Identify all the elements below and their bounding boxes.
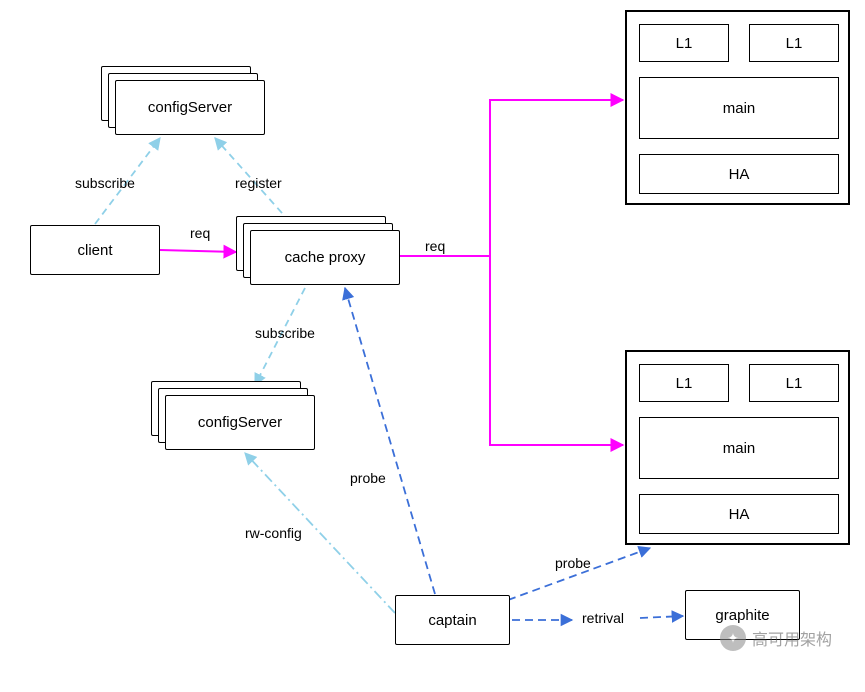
captain-node: captain bbox=[395, 595, 510, 645]
container-bottom-l1b: L1 bbox=[749, 364, 839, 402]
config-server-2: configServer bbox=[165, 395, 315, 450]
container-bottom-l1a-label: L1 bbox=[676, 375, 693, 392]
client-label: client bbox=[77, 242, 112, 259]
container-bottom-ha: HA bbox=[639, 494, 839, 534]
container-top-ha: HA bbox=[639, 154, 839, 194]
watermark: ✦ 高可用架构 bbox=[720, 625, 832, 651]
container-bottom-main: main bbox=[639, 417, 839, 479]
cache-proxy-label: cache proxy bbox=[285, 249, 366, 266]
config-server-1: configServer bbox=[115, 80, 265, 135]
label-retrival: retrival bbox=[582, 610, 624, 626]
label-req-1: req bbox=[190, 225, 210, 241]
cache-proxy-node: cache proxy bbox=[250, 230, 400, 285]
label-probe-2: probe bbox=[555, 555, 591, 571]
config-server-1-label: configServer bbox=[148, 99, 232, 116]
wechat-icon: ✦ bbox=[720, 625, 746, 651]
container-top-l1b-label: L1 bbox=[786, 35, 803, 52]
watermark-text: 高可用架构 bbox=[752, 626, 832, 650]
container-top-l1a: L1 bbox=[639, 24, 729, 62]
edge-client-to-proxy bbox=[160, 250, 236, 252]
container-bottom: L1 L1 main HA bbox=[625, 350, 850, 545]
container-top: L1 L1 main HA bbox=[625, 10, 850, 205]
label-subscribe-2: subscribe bbox=[255, 325, 315, 341]
captain-label: captain bbox=[428, 612, 476, 629]
graphite-label: graphite bbox=[715, 607, 769, 624]
container-bottom-l1b-label: L1 bbox=[786, 375, 803, 392]
container-top-ha-label: HA bbox=[729, 166, 750, 183]
client-node: client bbox=[30, 225, 160, 275]
label-req-2: req bbox=[425, 238, 445, 254]
label-probe-1: probe bbox=[350, 470, 386, 486]
container-top-l1b: L1 bbox=[749, 24, 839, 62]
label-register: register bbox=[235, 175, 282, 191]
container-top-main: main bbox=[639, 77, 839, 139]
container-bottom-main-label: main bbox=[723, 440, 756, 457]
label-subscribe-1: subscribe bbox=[75, 175, 135, 191]
edge-captain-to-proxy bbox=[345, 288, 435, 594]
container-top-main-label: main bbox=[723, 100, 756, 117]
edge-proxy-to-top bbox=[400, 100, 623, 256]
label-rw-config: rw-config bbox=[245, 525, 302, 541]
config-server-2-label: configServer bbox=[198, 414, 282, 431]
container-top-l1a-label: L1 bbox=[676, 35, 693, 52]
edge-proxy-to-bottom bbox=[490, 256, 623, 445]
container-bottom-l1a: L1 bbox=[639, 364, 729, 402]
edge-captain-to-graphite-2 bbox=[640, 616, 683, 618]
container-bottom-ha-label: HA bbox=[729, 506, 750, 523]
